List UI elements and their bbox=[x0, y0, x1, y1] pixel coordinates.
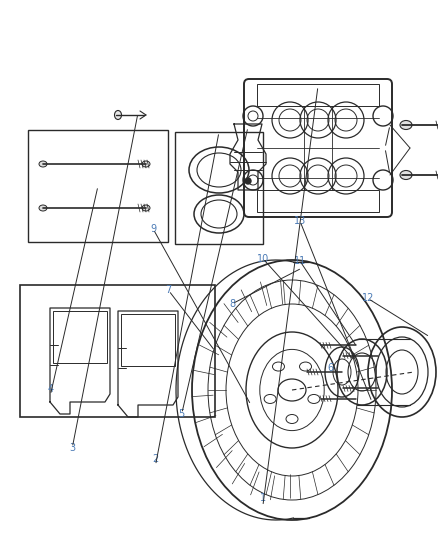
Ellipse shape bbox=[142, 161, 150, 167]
Text: 8: 8 bbox=[229, 299, 235, 309]
Text: 5: 5 bbox=[179, 409, 185, 418]
Text: 2: 2 bbox=[152, 455, 159, 464]
Ellipse shape bbox=[39, 205, 47, 211]
Ellipse shape bbox=[114, 110, 121, 119]
Bar bbox=[175, 132, 263, 244]
Ellipse shape bbox=[400, 171, 412, 180]
Text: 13: 13 bbox=[294, 216, 306, 226]
Text: 11: 11 bbox=[294, 256, 306, 266]
Circle shape bbox=[245, 178, 251, 184]
Text: 6: 6 bbox=[328, 363, 334, 373]
Bar bbox=[121, 314, 175, 366]
Ellipse shape bbox=[39, 161, 47, 167]
Bar bbox=[20, 285, 215, 417]
Text: 3: 3 bbox=[69, 443, 75, 453]
Ellipse shape bbox=[400, 120, 412, 130]
Text: 12: 12 bbox=[362, 294, 374, 303]
Text: 9: 9 bbox=[150, 224, 156, 234]
Bar bbox=[257, 190, 379, 212]
Bar bbox=[53, 311, 107, 363]
Text: 1: 1 bbox=[260, 494, 266, 503]
Ellipse shape bbox=[142, 205, 150, 211]
Bar bbox=[257, 84, 379, 106]
Bar bbox=[28, 130, 168, 242]
Text: 10: 10 bbox=[257, 254, 269, 263]
Text: 7: 7 bbox=[166, 286, 172, 295]
Text: 4: 4 bbox=[47, 384, 53, 394]
